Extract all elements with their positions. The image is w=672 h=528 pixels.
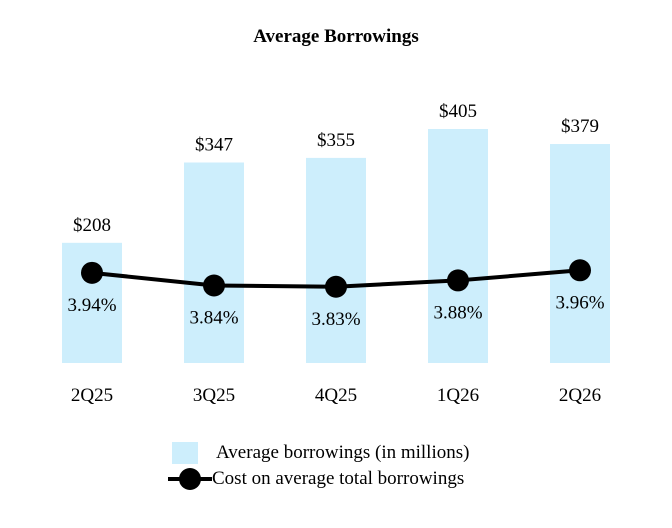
bar-value-label: $405 (439, 101, 477, 122)
category-tick-label: 2Q26 (559, 385, 601, 406)
bar (550, 144, 610, 363)
bar (306, 157, 366, 363)
cost-value-label: 3.88% (433, 302, 482, 323)
cost-value-label: 3.83% (311, 309, 360, 330)
bar-value-label: $379 (561, 116, 599, 137)
plot-area: $208 $347 $355 $405 $379 2Q25 3Q25 4Q25 1Q26 2Q26… (62, 101, 610, 406)
category-tick-label: 3Q25 (193, 385, 235, 406)
cost-point (569, 259, 591, 282)
category-tick-label: 2Q25 (71, 385, 113, 406)
cost-value-label: 3.84% (189, 308, 238, 329)
bar-value-label: $355 (317, 130, 355, 151)
legend-item-line: Cost on average total borrowings (168, 466, 469, 492)
cost-point (81, 261, 103, 284)
bar-value-label: $347 (195, 135, 233, 156)
legend-bar-swatch (172, 442, 198, 464)
category-tick-label: 1Q26 (437, 385, 479, 406)
bar (428, 129, 488, 363)
legend-line-swatch (168, 468, 212, 490)
legend: Average borrowings (in millions) Cost on… (168, 440, 469, 492)
cost-point (203, 274, 225, 297)
cost-point (447, 269, 469, 292)
bar (184, 162, 244, 363)
chart-title: Average Borrowings (253, 26, 419, 47)
legend-line-label: Cost on average total borrowings (212, 468, 465, 489)
cost-value-label: 3.94% (67, 295, 116, 316)
legend-bar-label: Average borrowings (in millions) (216, 442, 470, 463)
legend-item-bars: Average borrowings (in millions) (172, 440, 469, 466)
category-tick-label: 4Q25 (315, 385, 357, 406)
cost-point (325, 275, 347, 298)
cost-value-label: 3.96% (555, 292, 604, 313)
bar-value-label: $208 (73, 215, 111, 236)
